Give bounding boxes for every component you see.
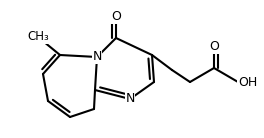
Text: CH₃: CH₃ (27, 30, 49, 43)
Text: N: N (125, 92, 135, 105)
Text: O: O (111, 10, 121, 23)
Text: O: O (209, 40, 219, 54)
Text: OH: OH (238, 75, 257, 88)
Text: N: N (92, 51, 102, 63)
